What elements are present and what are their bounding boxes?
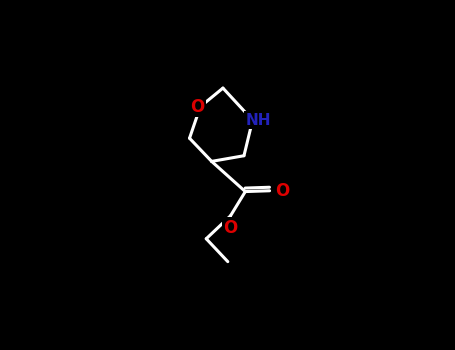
Text: NH: NH bbox=[245, 113, 271, 128]
Text: O: O bbox=[191, 98, 205, 116]
Text: O: O bbox=[275, 182, 289, 200]
Text: O: O bbox=[223, 218, 238, 237]
